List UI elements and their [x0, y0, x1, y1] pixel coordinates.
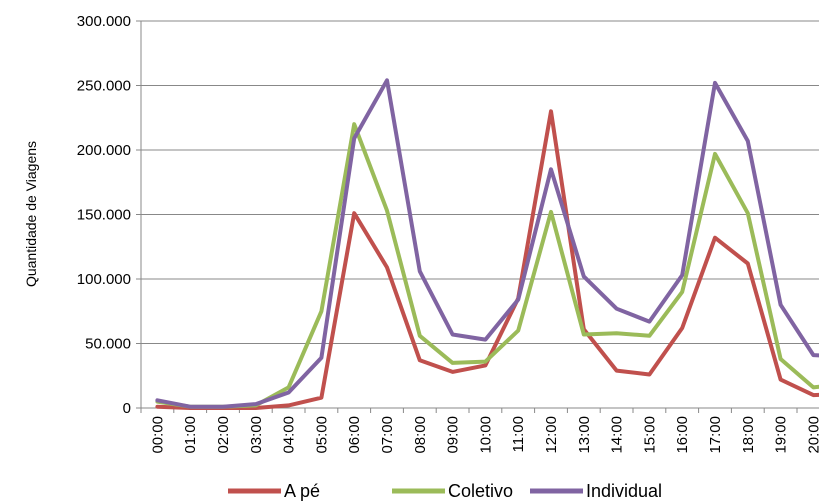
y-tick-label: 250.000 [77, 78, 131, 95]
y-tick-labels: 0 50.000 100.000 150.000 200.000 250.000 300.0… [77, 13, 131, 417]
legend: A pé Coletivo Individual [228, 481, 662, 501]
x-tick-label: 10:00 [477, 416, 494, 454]
series-line-0 [155, 109, 819, 410]
legend-label: Coletivo [448, 481, 513, 501]
x-tick-label: 00:00 [149, 416, 166, 454]
x-tick-label: 15:00 [641, 416, 658, 454]
x-tick-label: 01:00 [182, 416, 199, 454]
x-tick-label: 05:00 [313, 416, 330, 454]
y-tick-label: 50.000 [85, 336, 131, 353]
y-tick-label: 150.000 [77, 207, 131, 224]
x-tick-label: 07:00 [379, 416, 396, 454]
x-tick-label: 09:00 [445, 416, 462, 454]
grid-lines [141, 20, 819, 409]
y-tick-label: 200.000 [77, 142, 131, 159]
x-tick-label: 20:00 [805, 416, 819, 454]
x-tick-label: 17:00 [707, 416, 724, 454]
series-lines [155, 78, 819, 410]
x-tick-labels: 00:00 01:00 02:00 03:00 04:00 05:00 06:00 07:00… [149, 416, 819, 454]
x-tick-label: 18:00 [740, 416, 757, 454]
axes [136, 20, 798, 413]
x-tick-label: 08:00 [412, 416, 429, 454]
x-tick-label: 19:00 [773, 416, 790, 454]
x-tick-label: 14:00 [609, 416, 626, 454]
series-line-2 [155, 78, 819, 409]
x-tick-label: 13:00 [576, 416, 593, 454]
x-tick-label: 16:00 [674, 416, 691, 454]
y-axis-label: Quantidade de Viagens [23, 141, 39, 287]
x-tick-label: 02:00 [215, 416, 232, 454]
series-line-1 [155, 122, 819, 409]
y-tick-label: 100.000 [77, 271, 131, 288]
x-tick-label: 03:00 [248, 416, 265, 454]
x-tick-label: 04:00 [281, 416, 298, 454]
x-tick-label: 11:00 [510, 416, 527, 452]
x-tick-label: 06:00 [346, 416, 363, 454]
y-tick-label: 0 [123, 400, 131, 417]
legend-label: A pé [284, 481, 320, 501]
x-tick-label: 12:00 [543, 416, 560, 454]
y-tick-label: 300.000 [77, 13, 131, 30]
legend-label: Individual [586, 481, 662, 501]
